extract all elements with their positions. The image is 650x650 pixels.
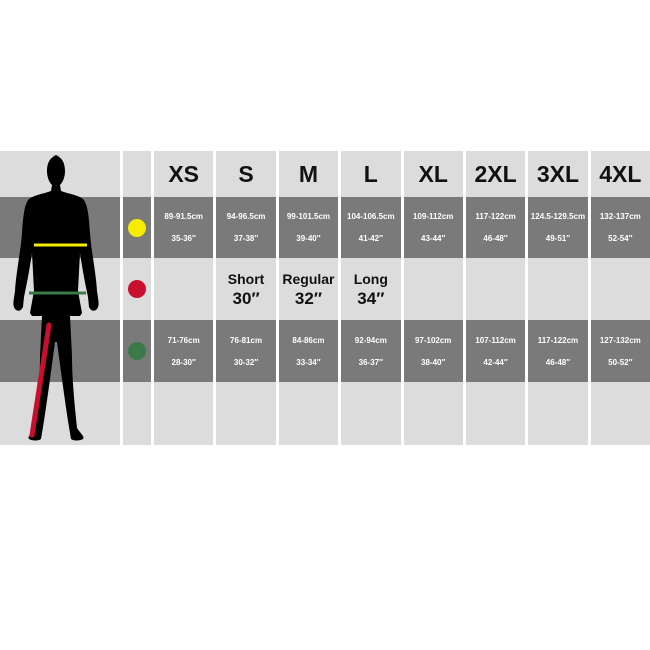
length-value: 32″ — [294, 289, 322, 308]
table-cell — [278, 382, 339, 445]
table-cell — [465, 382, 526, 445]
table-cell: 117-122cm 46-48″ — [465, 197, 526, 258]
cm-value: 109-112cm — [412, 212, 454, 221]
table-cell: 76-81cm 30-32″ — [216, 320, 276, 382]
header-cell: M — [278, 151, 339, 197]
table-cell: 124.5-129.5cm 49-51″ — [528, 197, 588, 258]
cm-value: 104-106.5cm — [347, 212, 395, 221]
header-cell: L — [341, 151, 401, 197]
inch-value: 43-44″ — [421, 234, 446, 243]
indicator-cell — [123, 258, 151, 320]
length-label: Long — [353, 271, 388, 287]
green-dot-icon — [128, 342, 146, 360]
table-cell: 127-132cm 50-52″ — [590, 320, 650, 382]
inch-value: 52-54″ — [608, 234, 633, 243]
cm-value: 107-112cm — [475, 335, 516, 345]
length-label: Short — [227, 271, 265, 287]
table-cell: 109-112cm 43-44″ — [403, 197, 463, 258]
header-cell: 3XL — [528, 151, 588, 197]
size-chart: XS S M L XL 2XL 3XL 4XL 89-91.5cm 35-36″ 94-96.5cm… — [0, 151, 650, 445]
header-cell: 2XL — [465, 151, 526, 197]
table-cell — [154, 258, 214, 320]
table-cell: Regular 32″ — [278, 258, 339, 320]
table-cell — [403, 382, 463, 445]
table-cell: 89-91.5cm 35-36″ — [154, 197, 214, 258]
table-cell — [528, 382, 588, 445]
inch-value: 33-34″ — [296, 357, 321, 367]
cm-value: 97-102cm — [414, 335, 452, 345]
inch-value: 46-48″ — [545, 357, 571, 367]
table-cell: 92-94cm 36-37″ — [341, 320, 401, 382]
inch-value: 28-30″ — [171, 357, 196, 367]
indicator-cell — [123, 151, 151, 197]
table-cell: 117-122cm 46-48″ — [528, 320, 588, 382]
inch-value: 30-32″ — [233, 357, 259, 367]
cm-value: 132-137cm — [599, 212, 641, 221]
length-label: Regular — [282, 271, 335, 287]
cm-value: 99-101.5cm — [286, 212, 331, 221]
table-cell: 97-102cm 38-40″ — [403, 320, 463, 382]
table-cell: Short 30″ — [216, 258, 276, 320]
table-cell — [216, 382, 276, 445]
cm-value: 127-132cm — [599, 335, 641, 345]
body-silhouette-icon — [13, 155, 99, 441]
size-header: XL — [418, 160, 448, 187]
header-cell: S — [216, 151, 276, 197]
cm-value: 117-122cm — [537, 335, 579, 345]
cm-value: 117-122cm — [475, 212, 516, 221]
table-cell: 107-112cm 42-44″ — [465, 320, 526, 382]
header-cell: 4XL — [590, 151, 650, 197]
table-cell: 99-101.5cm 39-40″ — [278, 197, 339, 258]
cm-value: 89-91.5cm — [164, 212, 204, 221]
table-cell: 71-76cm 28-30″ — [154, 320, 214, 382]
length-value: 30″ — [232, 289, 260, 308]
size-header: 3XL — [536, 160, 580, 187]
size-header: XS — [168, 160, 200, 187]
table-cell — [590, 258, 650, 320]
header-cell: XL — [403, 151, 463, 197]
inch-value: 41-42″ — [358, 234, 383, 243]
inch-value: 42-44″ — [483, 357, 508, 367]
table-cell — [528, 258, 588, 320]
table-cell — [154, 382, 214, 445]
red-dot-icon — [128, 280, 146, 298]
header-cell: XS — [154, 151, 214, 197]
inch-value: 49-51″ — [545, 234, 571, 243]
cm-value: 76-81cm — [230, 335, 263, 345]
figure-bg — [0, 382, 120, 445]
cm-value: 94-96.5cm — [226, 212, 266, 221]
size-header: M — [298, 160, 319, 187]
yellow-dot-icon — [128, 218, 146, 237]
cm-value: 124.5-129.5cm — [530, 212, 586, 221]
indicator-cell — [123, 320, 151, 382]
inch-value: 39-40″ — [296, 234, 321, 243]
table-cell: Long 34″ — [341, 258, 401, 320]
size-header: S — [238, 160, 254, 187]
cm-value: 92-94cm — [354, 335, 387, 345]
table-cell — [590, 382, 650, 445]
indicator-cell — [123, 197, 151, 258]
length-value: 34″ — [357, 289, 385, 308]
table-cell — [465, 258, 526, 320]
leg-measure-line — [29, 322, 52, 438]
inch-value: 37-38″ — [233, 234, 259, 243]
table-cell: 104-106.5cm 41-42″ — [341, 197, 401, 258]
inch-value: 50-52″ — [608, 357, 633, 367]
table-cell — [341, 382, 401, 445]
table-cell: 94-96.5cm 37-38″ — [216, 197, 276, 258]
table-cell: 132-137cm 52-54″ — [590, 197, 650, 258]
table-cell: 84-86cm 33-34″ — [278, 320, 339, 382]
cm-value: 71-76cm — [167, 335, 200, 345]
size-header: L — [363, 160, 378, 187]
indicator-cell — [123, 382, 151, 445]
size-header: 4XL — [599, 160, 642, 187]
inch-value: 36-37″ — [358, 357, 383, 367]
size-header: 2XL — [474, 160, 517, 187]
inch-value: 46-48″ — [483, 234, 508, 243]
inch-value: 35-36″ — [171, 234, 196, 243]
inch-value: 38-40″ — [421, 357, 446, 367]
cm-value: 84-86cm — [292, 335, 325, 345]
table-cell — [403, 258, 463, 320]
